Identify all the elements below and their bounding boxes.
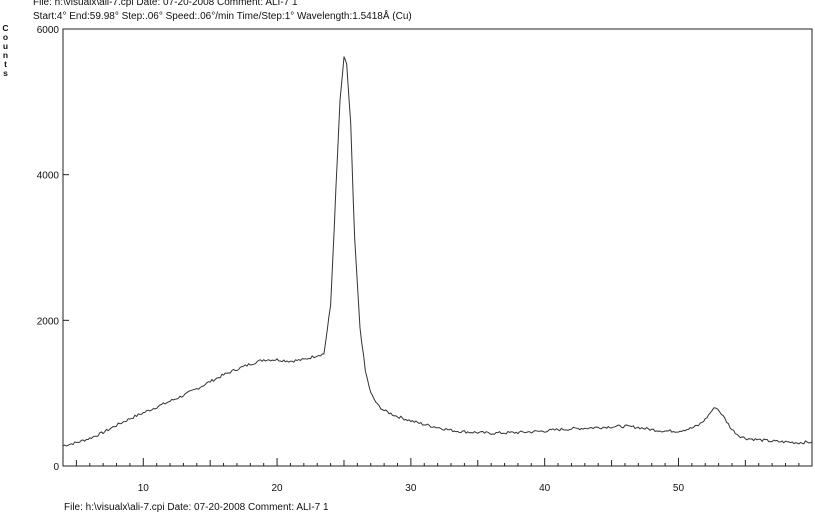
xrd-pattern-line: [62, 56, 813, 447]
plot-frame: [62, 28, 813, 467]
y-axis-label-letter: o: [2, 32, 9, 42]
x-tick-label: 10: [138, 483, 150, 494]
y-tick-label: 4000: [37, 171, 60, 182]
y-tick-label: 0: [53, 462, 59, 473]
footer-file-info: File: h:\visualx\ali-7.cpi Date: 07-20-2…: [64, 502, 329, 513]
x-tick-label: 50: [673, 483, 685, 494]
header-scan-parameters: Start:4° End:59.98° Step:.06° Speed:.06°…: [33, 11, 412, 22]
y-tick-label: 2000: [37, 316, 60, 327]
y-axis-label-letter: n: [2, 50, 9, 60]
x-tick-label: 40: [539, 483, 551, 494]
header-file-info: File: h:\visualx\ali-7.cpi Date: 07-20-2…: [33, 0, 298, 8]
y-axis-label-letter: t: [4, 59, 7, 69]
x-tick-label: 30: [405, 483, 417, 494]
y-tick-label: 6000: [37, 25, 60, 36]
x-tick-label: 20: [272, 483, 284, 494]
y-axis-label-letter: u: [2, 41, 9, 51]
y-axis-label-letter: C: [2, 23, 9, 33]
y-axis-label-letter: s: [3, 68, 8, 78]
